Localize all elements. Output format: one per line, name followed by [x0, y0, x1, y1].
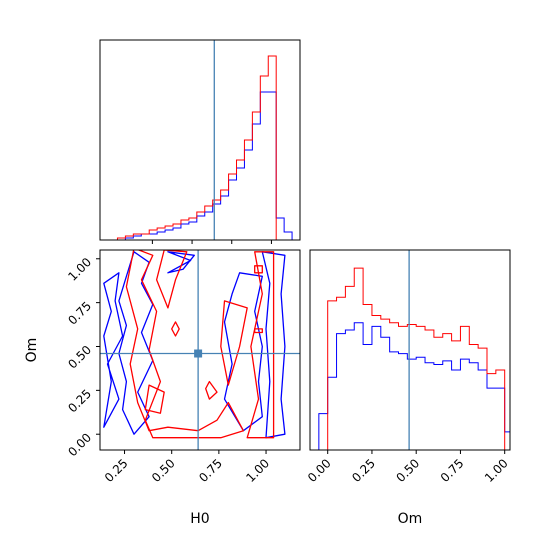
hist-om-series-0	[310, 322, 510, 450]
scatter-ytick-label: 0.25	[65, 387, 94, 416]
scatter-xtick-label: 0.75	[196, 456, 225, 485]
scatter-group	[100, 250, 300, 450]
contour-series-1-2	[246, 251, 275, 439]
contour-series-1-3	[220, 300, 248, 386]
contour-series-1-1	[155, 250, 188, 309]
scatter-ytick-label: 0.00	[65, 430, 94, 459]
scatter-ytick-label: 0.75	[65, 299, 94, 328]
scatter-ytick-label: 0.50	[65, 343, 94, 372]
hist-h0-frame	[99, 39, 301, 241]
contour-series-0-4	[103, 272, 124, 428]
hist-om-frame	[309, 249, 511, 451]
scatter-frame	[99, 249, 301, 451]
hist-om-xtick-label: 1.00	[482, 456, 511, 485]
scatter-xtick-label: 1.00	[243, 456, 272, 485]
scatter-truth-marker	[194, 349, 203, 358]
contour-series-1-6	[205, 380, 218, 400]
scatter-ylabel: Om	[24, 338, 40, 363]
hist-om-xtick-label: 0.75	[438, 456, 467, 485]
contour-series-1-4	[144, 384, 165, 414]
hist-om-xtick-label: 0.50	[394, 456, 423, 485]
scatter-xtick-label: 0.50	[149, 456, 178, 485]
hist-om-xtick-label: 0.00	[305, 456, 334, 485]
scatter-xtick-label: 0.25	[102, 456, 131, 485]
contour-series-0-0	[118, 251, 154, 435]
contour-series-0-2	[223, 272, 263, 432]
hist-om-xtick-label: 0.25	[349, 456, 378, 485]
contour-series-0-3	[261, 251, 286, 439]
contour-series-1-5	[171, 321, 180, 337]
hist-om-group	[310, 250, 510, 450]
contour-series-1-8	[254, 265, 263, 274]
contour-series-1-7	[254, 328, 263, 334]
hist-h0-group	[101, 40, 293, 240]
scatter-ytick-label: 1.00	[65, 255, 94, 284]
hist-h0-series-1	[101, 55, 293, 240]
contour-series-0-1	[167, 251, 195, 274]
contour-series-1-0	[125, 250, 245, 439]
scatter-xlabel: H0	[190, 511, 209, 527]
hist-om-xlabel: Om	[398, 511, 423, 527]
hist-om-series-1	[310, 267, 510, 450]
